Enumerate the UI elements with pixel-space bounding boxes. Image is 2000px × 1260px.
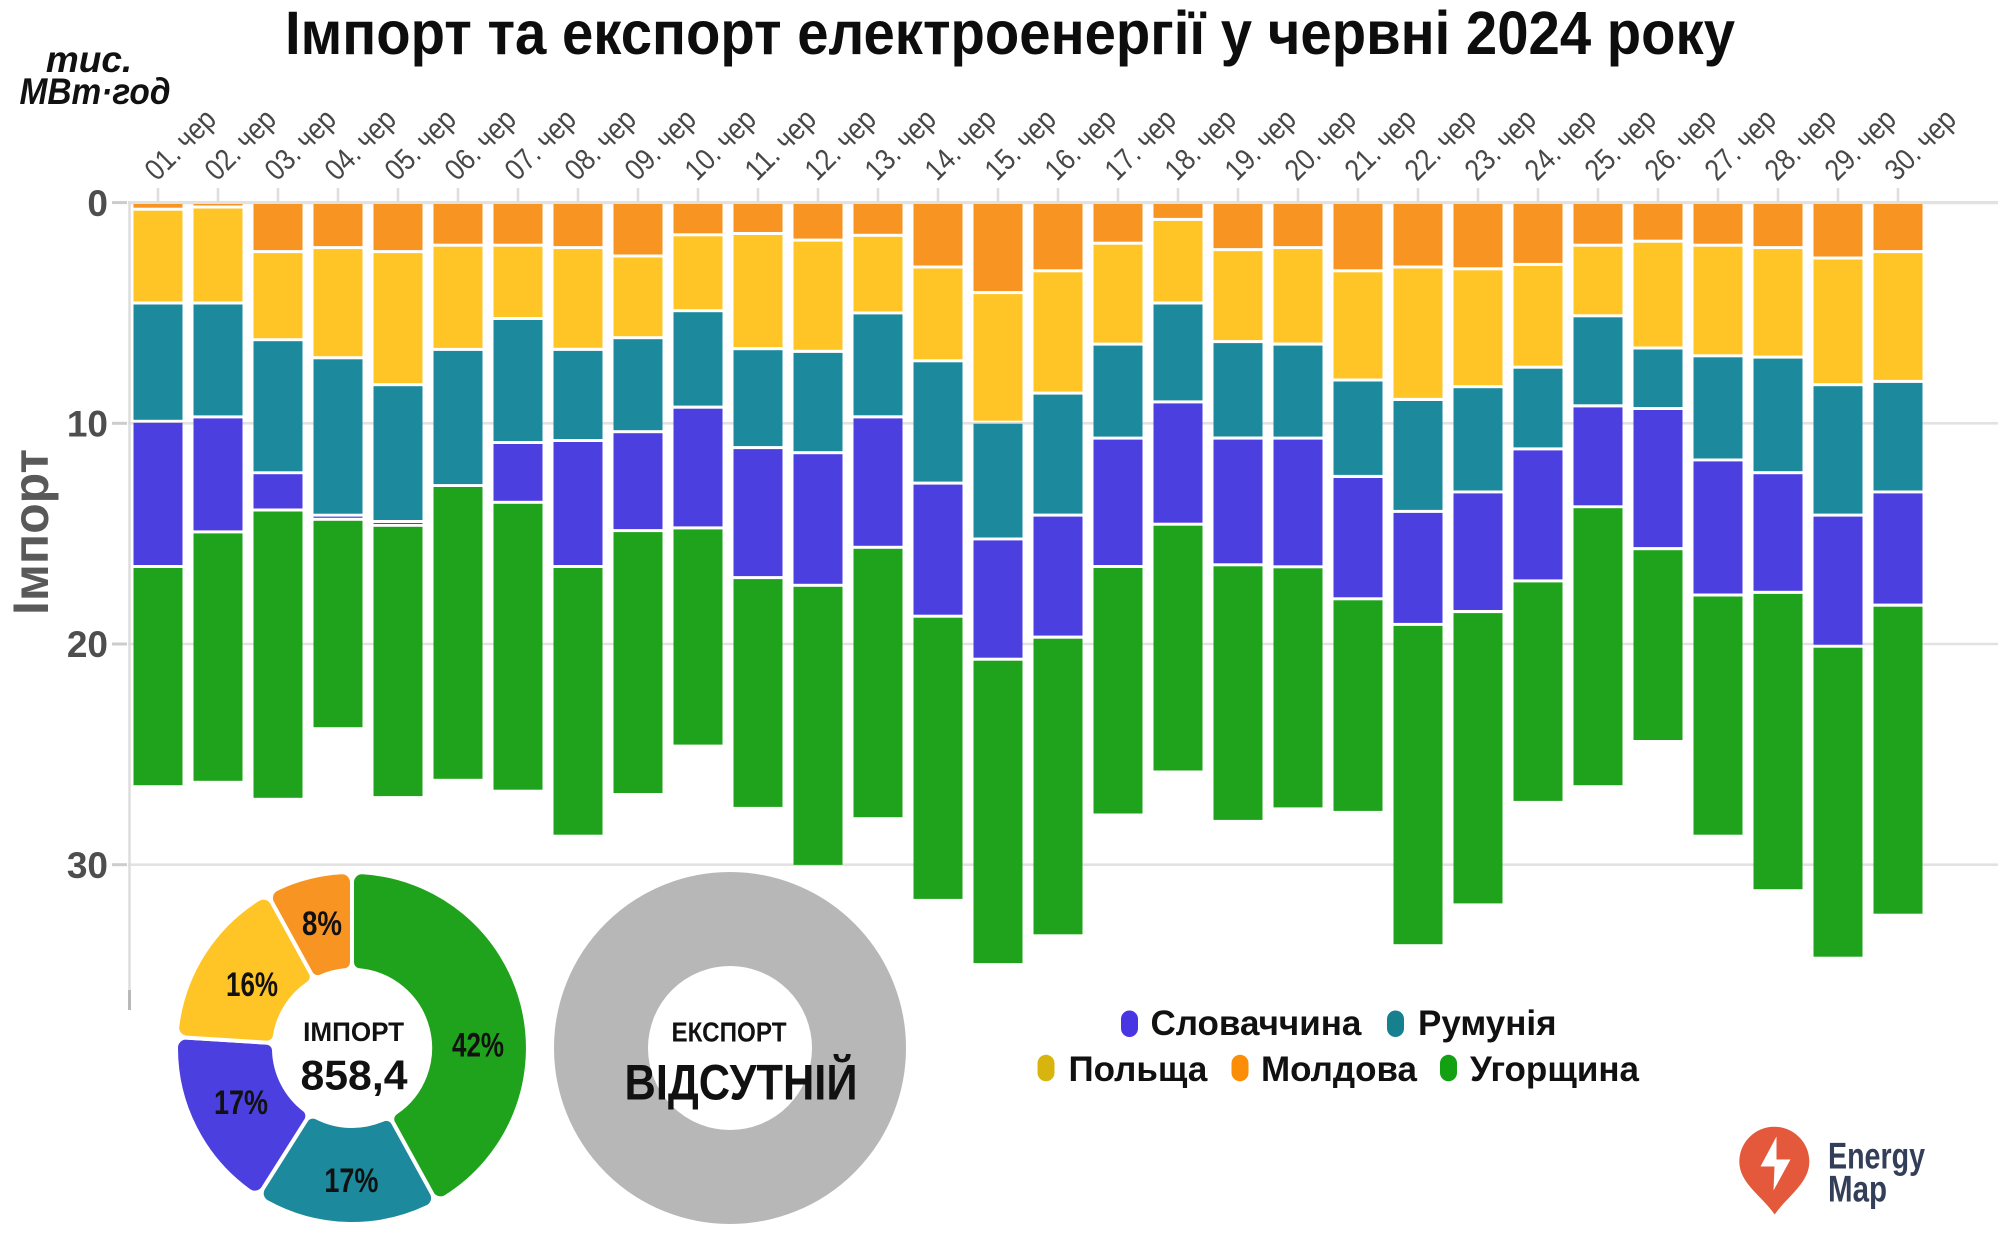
svg-text:ЕКСПОРТ: ЕКСПОРТ: [672, 1016, 787, 1047]
svg-text:42%: 42%: [452, 1027, 504, 1065]
svg-text:8%: 8%: [302, 905, 342, 943]
svg-text:Імпорт: Імпорт: [3, 449, 59, 615]
svg-text:ІМПОРТ: ІМПОРТ: [303, 1017, 404, 1047]
svg-text:ВІДСУТНІЙ: ВІДСУТНІЙ: [625, 1054, 858, 1111]
svg-text:Угорщина: Угорщина: [1470, 1050, 1640, 1089]
svg-text:Словаччина: Словаччина: [1151, 1004, 1362, 1043]
svg-text:17%: 17%: [214, 1084, 268, 1122]
svg-text:10: 10: [67, 404, 108, 445]
svg-text:20: 20: [67, 624, 108, 665]
svg-text:МВт·год: МВт·год: [20, 71, 171, 112]
svg-text:16%: 16%: [226, 966, 278, 1004]
svg-text:Польща: Польща: [1069, 1050, 1208, 1089]
svg-text:858,4: 858,4: [301, 1051, 409, 1098]
svg-text:17%: 17%: [324, 1162, 378, 1200]
svg-text:Energy: Energy: [1828, 1136, 1925, 1177]
svg-text:30: 30: [67, 845, 108, 886]
svg-text:Імпорт та експорт електроенерг: Імпорт та експорт електроенергії у червн…: [285, 0, 1735, 67]
svg-text:0: 0: [87, 183, 108, 224]
svg-text:тис.: тис.: [46, 39, 132, 80]
svg-text:Румунія: Румунія: [1418, 1004, 1557, 1043]
svg-text:Map: Map: [1828, 1169, 1887, 1210]
svg-text:Молдова: Молдова: [1261, 1050, 1418, 1089]
